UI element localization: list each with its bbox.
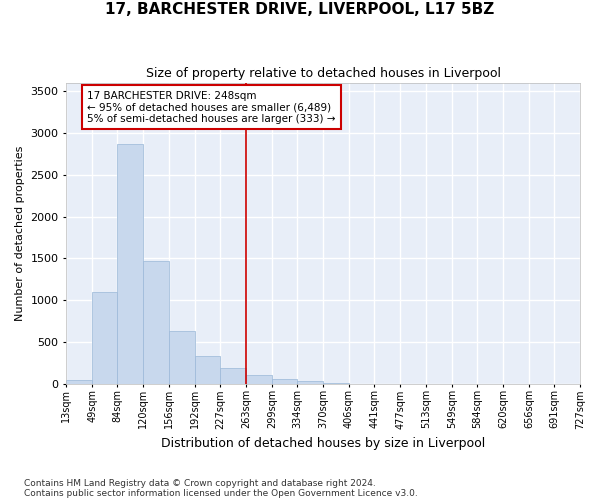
Bar <box>143 261 169 384</box>
Bar <box>246 375 272 384</box>
Bar <box>297 380 323 384</box>
Text: Contains public sector information licensed under the Open Government Licence v3: Contains public sector information licen… <box>24 488 418 498</box>
Text: 17, BARCHESTER DRIVE, LIVERPOOL, L17 5BZ: 17, BARCHESTER DRIVE, LIVERPOOL, L17 5BZ <box>106 2 494 18</box>
Text: 17 BARCHESTER DRIVE: 248sqm
← 95% of detached houses are smaller (6,489)
5% of s: 17 BARCHESTER DRIVE: 248sqm ← 95% of det… <box>87 90 335 124</box>
Bar <box>118 144 143 384</box>
Bar <box>272 378 297 384</box>
Bar <box>92 292 118 384</box>
Bar <box>323 382 349 384</box>
Title: Size of property relative to detached houses in Liverpool: Size of property relative to detached ho… <box>146 68 500 80</box>
Bar <box>169 331 195 384</box>
Y-axis label: Number of detached properties: Number of detached properties <box>15 146 25 321</box>
Text: Contains HM Land Registry data © Crown copyright and database right 2024.: Contains HM Land Registry data © Crown c… <box>24 478 376 488</box>
Bar <box>67 380 92 384</box>
Bar <box>220 368 246 384</box>
Bar <box>195 356 220 384</box>
X-axis label: Distribution of detached houses by size in Liverpool: Distribution of detached houses by size … <box>161 437 485 450</box>
